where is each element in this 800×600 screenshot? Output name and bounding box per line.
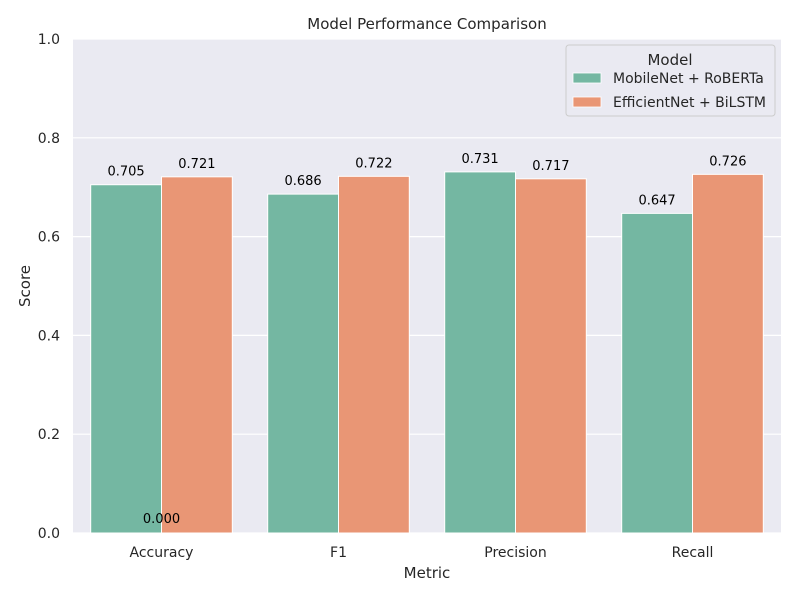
data-label: 0.721 xyxy=(178,157,215,172)
x-axis-label: Metric xyxy=(404,564,451,582)
data-label: 0.647 xyxy=(638,193,675,208)
x-tick-label: F1 xyxy=(330,545,347,561)
legend: Model MobileNet + RoBERTa EfficientNet +… xyxy=(565,44,776,117)
y-tick-label: 0.6 xyxy=(38,230,60,246)
y-tick-label: 0.4 xyxy=(38,328,60,344)
data-label: 0.717 xyxy=(532,159,569,174)
y-tick-label: 0.8 xyxy=(38,131,60,147)
legend-swatch-efficientnet-bilstm xyxy=(572,96,602,108)
x-tick-labels: Accuracy F1 Precision Recall xyxy=(130,545,714,561)
y-tick-label: 0.2 xyxy=(38,427,60,443)
legend-label-mobilenet-roberta: MobileNet + RoBERTa xyxy=(613,71,764,87)
data-label: 0.731 xyxy=(461,152,498,167)
data-label: 0.726 xyxy=(709,154,746,169)
extra-data-label: 0.000 xyxy=(143,512,180,527)
data-label: 0.705 xyxy=(107,165,144,180)
x-tick-label: Recall xyxy=(672,545,714,561)
data-label: 0.686 xyxy=(284,174,321,189)
bar xyxy=(338,175,410,534)
bar xyxy=(161,176,233,534)
legend-swatch-mobilenet-roberta xyxy=(572,72,602,84)
x-tick-label: Precision xyxy=(484,545,546,561)
legend-label-efficientnet-bilstm: EfficientNet + BiLSTM xyxy=(613,95,766,111)
bars xyxy=(90,171,764,534)
y-tick-label: 0.0 xyxy=(38,526,60,542)
chart-title: Model Performance Comparison xyxy=(307,15,546,33)
bar xyxy=(621,212,694,534)
bar xyxy=(515,178,587,534)
legend-title: Model xyxy=(647,51,692,69)
y-axis-label: Score xyxy=(16,265,34,307)
y-tick-labels: 0.0 0.2 0.4 0.6 0.8 1.0 xyxy=(38,32,60,542)
legend-box xyxy=(565,44,776,117)
bar xyxy=(692,173,764,534)
y-tick-label: 1.0 xyxy=(38,32,60,48)
bar xyxy=(444,171,517,534)
data-labels: 0.705 0.721 0.686 0.722 0.731 0.717 0.647 0.726… xyxy=(107,152,746,527)
x-tick-label: Accuracy xyxy=(130,545,194,561)
bar xyxy=(267,193,340,534)
data-label: 0.722 xyxy=(355,156,392,171)
bar xyxy=(90,184,162,534)
